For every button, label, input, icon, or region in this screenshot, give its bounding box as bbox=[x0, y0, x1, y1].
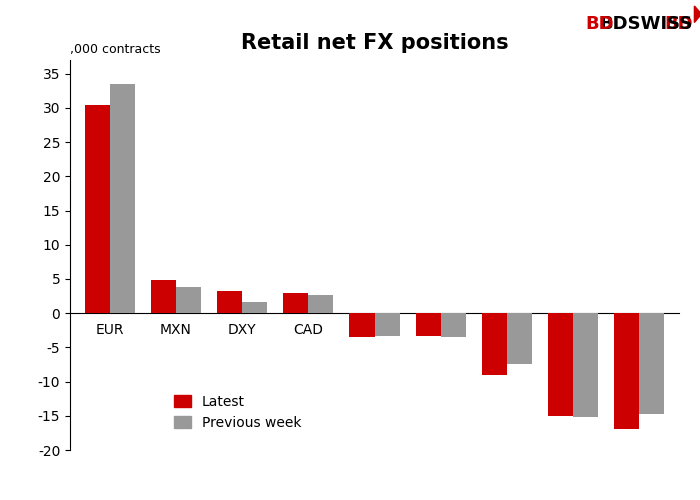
Bar bbox=[614, 313, 639, 430]
Bar bbox=[283, 292, 308, 313]
Bar bbox=[85, 105, 110, 313]
Bar bbox=[217, 292, 242, 313]
Bar bbox=[416, 313, 441, 336]
Title: Retail net FX positions: Retail net FX positions bbox=[241, 33, 508, 53]
Bar bbox=[639, 313, 664, 414]
Bar bbox=[308, 296, 333, 313]
Bar bbox=[110, 84, 135, 313]
Bar bbox=[441, 313, 466, 337]
Bar bbox=[150, 280, 176, 313]
Text: BDSWISS: BDSWISS bbox=[600, 15, 693, 33]
Bar bbox=[374, 313, 400, 336]
Text: BD: BD bbox=[664, 15, 693, 33]
Text: ,000 contracts: ,000 contracts bbox=[70, 43, 160, 56]
Bar bbox=[176, 287, 201, 313]
Bar bbox=[573, 313, 598, 417]
Legend: Latest, Previous week: Latest, Previous week bbox=[168, 389, 307, 436]
Bar bbox=[548, 313, 573, 416]
Bar bbox=[349, 313, 375, 337]
Bar bbox=[507, 313, 532, 364]
Bar bbox=[482, 313, 507, 374]
Text: BD: BD bbox=[585, 15, 614, 33]
Bar bbox=[242, 302, 267, 313]
